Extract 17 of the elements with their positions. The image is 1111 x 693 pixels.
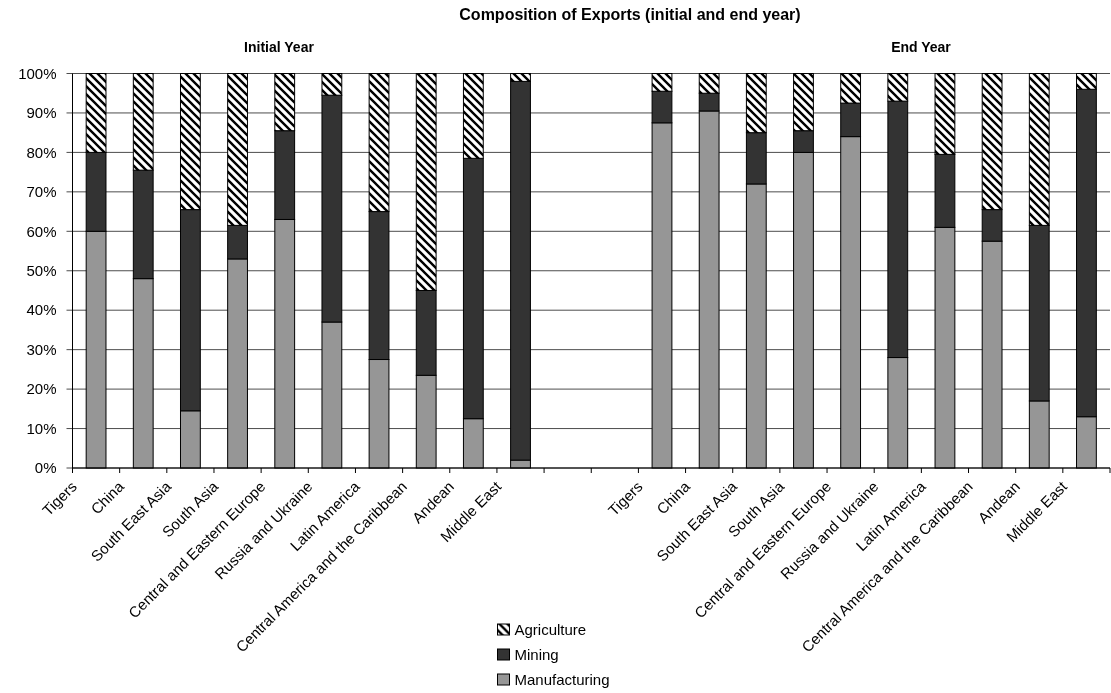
y-tick-label: 50% bbox=[26, 262, 57, 279]
y-tick-label: 40% bbox=[26, 301, 57, 319]
y-tick-label: 30% bbox=[26, 340, 57, 358]
text: Initial Year bbox=[244, 39, 315, 55]
y-tick-label: 90% bbox=[26, 104, 57, 122]
legend-label: Manufacturing bbox=[514, 671, 610, 689]
y-tick-label: 20% bbox=[26, 380, 57, 398]
legend-label: Mining bbox=[514, 646, 559, 664]
y-tick-label: 10% bbox=[26, 419, 57, 437]
legend-label: Agriculture bbox=[514, 621, 587, 639]
chart-title: Composition of Exports (initial and end year) bbox=[459, 6, 801, 23]
y-tick-label: 70% bbox=[26, 183, 57, 201]
y-tick-label: 100% bbox=[18, 64, 57, 82]
y-tick-label: 0% bbox=[34, 459, 57, 477]
text: End Year bbox=[891, 39, 952, 55]
y-tick-label: 80% bbox=[26, 143, 57, 161]
y-tick-label: 60% bbox=[26, 222, 57, 240]
